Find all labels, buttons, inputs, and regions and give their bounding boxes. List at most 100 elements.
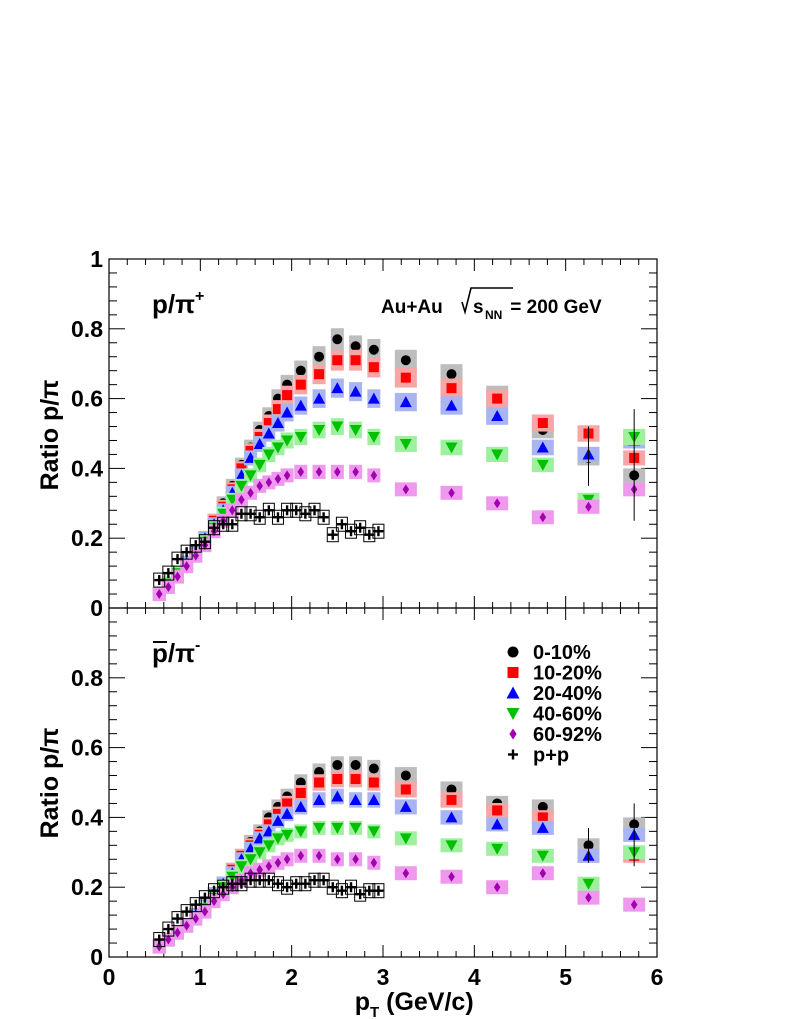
data-point: [491, 449, 504, 461]
data-point: [352, 466, 359, 477]
data-point: [446, 383, 457, 394]
x-tick-label: 3: [377, 964, 390, 990]
annotation-system: Au+Au: [381, 297, 443, 318]
data-point: [174, 571, 181, 582]
data-point: [445, 840, 458, 852]
data-point: [282, 390, 293, 401]
data-point: [400, 784, 411, 795]
data-point: [295, 365, 306, 376]
data-point: [181, 906, 192, 917]
data-point: [174, 927, 181, 938]
annotation-sqrt-subscript: NN: [485, 308, 502, 322]
data-point: [327, 529, 338, 540]
bottom-ytick-label: 0: [90, 944, 103, 970]
data-point: [294, 826, 307, 838]
legend: 0-10%10-20%20-40%40-60%60-92%p+p: [506, 642, 602, 767]
data-point: [493, 498, 501, 509]
data-point: [235, 480, 248, 492]
data-point: [183, 920, 190, 931]
data-point: [373, 885, 384, 896]
top-series-10-20-: [152, 349, 646, 602]
data-point: [294, 431, 307, 443]
data-point: [218, 519, 229, 530]
data-point: [332, 334, 343, 345]
legend-label: 0-10%: [533, 642, 591, 664]
data-point: [172, 913, 183, 924]
bottom-ytick-label: 0.2: [71, 874, 103, 900]
data-point: [492, 393, 503, 404]
data-point: [331, 382, 344, 394]
top-ytick-label: 0.6: [71, 386, 103, 412]
data-point: [163, 568, 174, 579]
legend-marker: [507, 667, 519, 678]
sys-box: [162, 921, 175, 937]
data-point: [291, 878, 302, 889]
top-panel: 0 0.2 0.4 0.6 0.8 1: [71, 246, 658, 621]
data-point: [585, 501, 592, 512]
data-point: [399, 833, 412, 845]
data-point: [271, 814, 284, 826]
legend-marker: [508, 749, 518, 760]
data-point: [281, 406, 294, 418]
data-point: [445, 811, 458, 823]
x-tick-label: 6: [651, 964, 664, 990]
sys-box: [345, 523, 358, 539]
data-point: [364, 529, 375, 540]
data-point: [283, 854, 291, 865]
data-point: [370, 470, 378, 481]
x-tick-label: 4: [468, 964, 481, 990]
data-point: [253, 847, 266, 859]
data-point: [334, 466, 341, 477]
data-point: [332, 774, 343, 785]
data-point: [536, 441, 549, 453]
data-point: [491, 843, 504, 855]
data-point: [313, 822, 326, 834]
data-point: [314, 369, 325, 380]
data-point: [254, 512, 265, 523]
data-point: [253, 459, 266, 471]
data-point: [295, 379, 306, 390]
data-point: [399, 438, 412, 450]
data-point: [355, 522, 366, 533]
legend-marker: [506, 708, 520, 720]
data-point: [368, 763, 379, 774]
data-point: [368, 777, 379, 788]
data-point: [192, 550, 200, 561]
data-point: [262, 840, 275, 852]
top-ytick-label: 1: [90, 246, 103, 272]
data-point: [281, 807, 294, 819]
data-point: [274, 857, 282, 868]
data-point: [272, 404, 283, 415]
data-point: [227, 519, 238, 530]
sys-box: [217, 879, 230, 895]
data-point: [309, 505, 320, 516]
data-point: [244, 470, 257, 482]
data-point: [352, 854, 359, 865]
data-point: [282, 882, 293, 893]
legend-label: 10-20%: [533, 663, 602, 685]
sys-box: [354, 886, 367, 902]
top-ytick-label: 0.8: [71, 316, 103, 342]
annotation-sqrt-s: s: [473, 297, 484, 318]
data-point: [537, 812, 548, 823]
bottom-ytick-label: 0.4: [71, 804, 103, 830]
data-point: [336, 519, 347, 530]
bottom-y-axis-label: Ratio p/π: [36, 728, 64, 839]
data-point: [364, 885, 375, 896]
data-point: [336, 885, 347, 896]
data-point: [367, 431, 380, 443]
top-panel-label: p/π+: [152, 288, 204, 319]
data-point: [350, 774, 361, 785]
data-point: [297, 850, 305, 861]
data-point: [297, 466, 305, 477]
legend-marker: [506, 686, 520, 699]
data-point: [155, 589, 163, 600]
bottom-series-p-p: [153, 872, 385, 948]
top-ytick-label: 0.4: [71, 455, 103, 481]
top-ytick-label: 0.2: [71, 525, 103, 551]
collision-annotation: Au+Au s NN = 200 GeV: [381, 287, 602, 322]
data-point: [263, 418, 274, 429]
data-point: [263, 505, 274, 516]
data-point: [350, 760, 361, 771]
sqrt-symbol: [461, 287, 513, 316]
